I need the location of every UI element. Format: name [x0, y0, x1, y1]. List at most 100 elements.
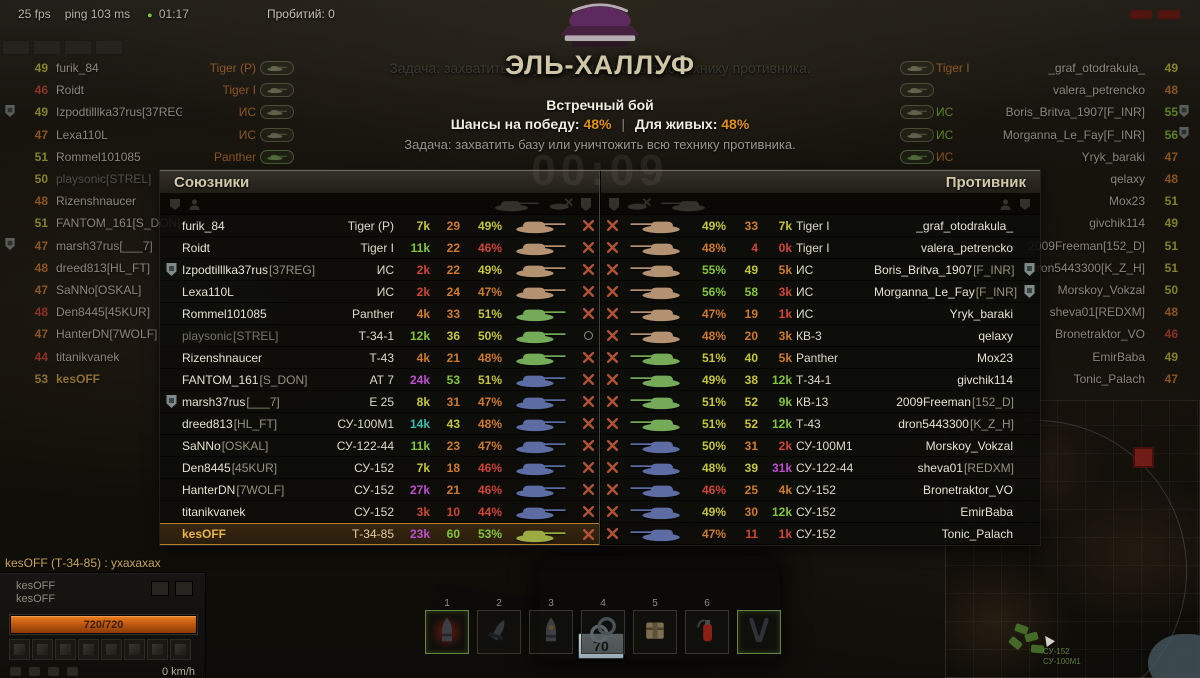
- vehicle-tier-pill: [260, 127, 296, 142]
- module-slot: [124, 639, 145, 660]
- battle-stats-panel: Союзники Противник fur: [160, 170, 1040, 545]
- dead-cross-icon: [576, 352, 600, 363]
- shell-apcr-slot[interactable]: [477, 610, 521, 654]
- vehicle-name: ИС: [238, 127, 256, 142]
- vehicle-name: СУ-152: [354, 504, 394, 519]
- destroyed-tank-icon: [627, 198, 651, 210]
- winrate-stat: 47%: [477, 284, 502, 299]
- module-slot: [147, 639, 168, 660]
- clan-tag: [HL_FT]: [233, 416, 278, 431]
- consumable-box-slot[interactable]: [633, 610, 677, 654]
- dead-cross-icon: [576, 286, 600, 297]
- enemy-sidebar-row: qelaxy 48: [900, 168, 1196, 190]
- damage-stat: 5k: [778, 262, 792, 277]
- consumable-rings-slot[interactable]: [581, 610, 625, 654]
- player-name: Morganna_Le_Fay[F_INR]: [1002, 127, 1145, 142]
- tank-silhouette-icon: [624, 261, 688, 278]
- shell-ap-slot[interactable]: [425, 610, 469, 654]
- objective-ghost-text: Задача: захватить базу или уничтожить вс…: [389, 60, 811, 76]
- extinguisher-slot[interactable]: [685, 610, 729, 654]
- battles-stat: 4: [751, 240, 758, 255]
- damage-stat: 3k: [416, 504, 430, 519]
- ally-sidebar-row: 46 Roidt Tiger I: [4, 79, 296, 101]
- player-name: HanterDN[7WOLF]: [56, 327, 158, 342]
- league-badge-icon: [4, 237, 22, 254]
- player-name: FANTOM_161: [182, 372, 259, 387]
- equipment-v-slot[interactable]: [737, 610, 781, 654]
- player-name: dreed813: [182, 416, 233, 431]
- winrate-stat: 49%: [701, 372, 726, 387]
- winrate-stat: 48%: [477, 350, 502, 365]
- winrate-stat: 49%: [701, 504, 726, 519]
- winrate-value: 51: [1164, 260, 1178, 275]
- winrate-value: 47: [34, 238, 48, 253]
- enemy-sidebar-row: ИС Morganna_Le_Fay[F_INR] 56: [900, 124, 1196, 146]
- clan-tag: [7WOLF]: [236, 482, 285, 497]
- player-name: Bronetraktor_VO: [922, 482, 1013, 497]
- winrate-value: 48: [34, 305, 48, 320]
- dead-cross-icon: [576, 308, 600, 319]
- player-name: qelaxy: [1110, 172, 1145, 187]
- enemy-sidebar-row: Bronetraktor_VO 46: [900, 323, 1196, 345]
- winrate-stat: 50%: [477, 328, 502, 343]
- player-name: kesOFF: [56, 371, 101, 386]
- vehicle-owner-name: kesOFF: [16, 593, 56, 605]
- winrate-value: 47: [1164, 371, 1178, 386]
- vehicle-name: СУ-122-44: [336, 438, 394, 453]
- enemy-table-row: 48% 4 0k Tiger I valera_petrencko: [600, 237, 1040, 259]
- minimap-vehicle-labels: СУ-152 СУ-100М1: [1043, 647, 1081, 666]
- vehicle-name: КВ-3: [796, 328, 822, 343]
- damage-stat: 0k: [778, 240, 792, 255]
- battles-stat: 20: [744, 328, 758, 343]
- damage-stat: 14k: [409, 416, 430, 431]
- slot-number: 1: [444, 598, 450, 609]
- wheel-icon: [48, 667, 59, 676]
- enemy-table-row: 49% 30 12k СУ-152 EmirBaba: [600, 501, 1040, 523]
- winrate-stat: 44%: [477, 504, 502, 519]
- player-name: Izpodtilllka37rus: [182, 262, 269, 277]
- player-name: marsh37rus: [182, 394, 246, 409]
- damage-stat: 12k: [771, 416, 792, 431]
- winrate-value: 47: [1164, 149, 1178, 164]
- ally-sidebar-row: 50 playsonic[STREL]: [4, 168, 296, 190]
- league-badge-icon: [160, 394, 182, 409]
- module-slot: [78, 639, 99, 660]
- player-name: qelaxy: [978, 328, 1013, 343]
- battles-stat: 21: [446, 482, 460, 497]
- dead-cross-icon: [576, 242, 600, 253]
- tank-silhouette-icon: [508, 393, 572, 410]
- damage-stat: 8k: [416, 394, 430, 409]
- dead-cross-icon: [576, 418, 600, 429]
- winrate-stat: 51%: [701, 350, 726, 365]
- player-name: Roidt: [182, 240, 211, 255]
- shell-he-slot[interactable]: [529, 610, 573, 654]
- ally-table-row: Izpodtilllka37rus[37REG] ИС 2k 22 49%: [160, 259, 600, 281]
- enemy-sidebar-row: valera_petrencko 48: [900, 79, 1196, 101]
- ally-table-row: kesOFF Т-34-85 23k 60 53%: [160, 523, 600, 545]
- dead-cross-icon: [576, 528, 600, 540]
- enemy-table-row: 50% 31 2k СУ-100М1 Morskoy_Vokzal: [600, 435, 1040, 457]
- tank-silhouette-icon: [508, 305, 572, 322]
- player-name: Mox23: [1108, 194, 1145, 209]
- tank-silhouette-icon: [624, 503, 688, 520]
- damage-stat: 1k: [778, 526, 792, 541]
- left-battle-icon: [576, 331, 600, 340]
- ammo-slot-wrap: 6: [685, 598, 729, 654]
- vehicle-name: АТ 7: [369, 372, 394, 387]
- enemy-table-row: 49% 33 7k Tiger I _graf_otodrakula_: [600, 215, 1040, 237]
- team-panel-allies: 49 furik_84 Tiger (P) 46 Roidt Tiger I 4…: [4, 57, 296, 390]
- vehicle-name: Tiger (P): [209, 61, 256, 76]
- clan-tag: [STREL]: [233, 328, 279, 343]
- league-badge-icon: [1018, 262, 1040, 277]
- battles-stat: 31: [744, 438, 758, 453]
- dead-cross-icon: [600, 506, 624, 517]
- damage-stat: 24k: [409, 372, 430, 387]
- slot-number: [737, 598, 781, 610]
- winrate-value: 49: [34, 61, 48, 76]
- tank-silhouette-icon: [624, 239, 688, 256]
- player-name: kesOFF: [16, 580, 56, 592]
- battles-stat: 29: [446, 218, 460, 233]
- vehicle-name: СУ-100М1: [337, 416, 394, 431]
- tank-icon: [661, 200, 705, 211]
- damage-log-strip: [2, 40, 123, 55]
